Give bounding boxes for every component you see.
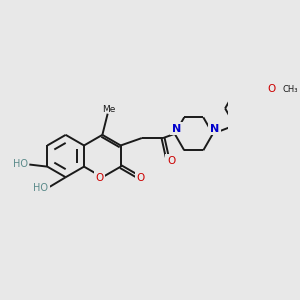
Text: CH₃: CH₃ — [283, 85, 298, 94]
Text: N: N — [210, 124, 219, 134]
Text: N: N — [172, 124, 181, 134]
Text: O: O — [136, 173, 144, 183]
Text: O: O — [267, 84, 276, 94]
Text: HO: HO — [33, 183, 48, 193]
Text: Me: Me — [103, 105, 116, 114]
Text: O: O — [95, 173, 103, 183]
Text: O: O — [167, 156, 175, 166]
Text: HO: HO — [13, 159, 28, 169]
